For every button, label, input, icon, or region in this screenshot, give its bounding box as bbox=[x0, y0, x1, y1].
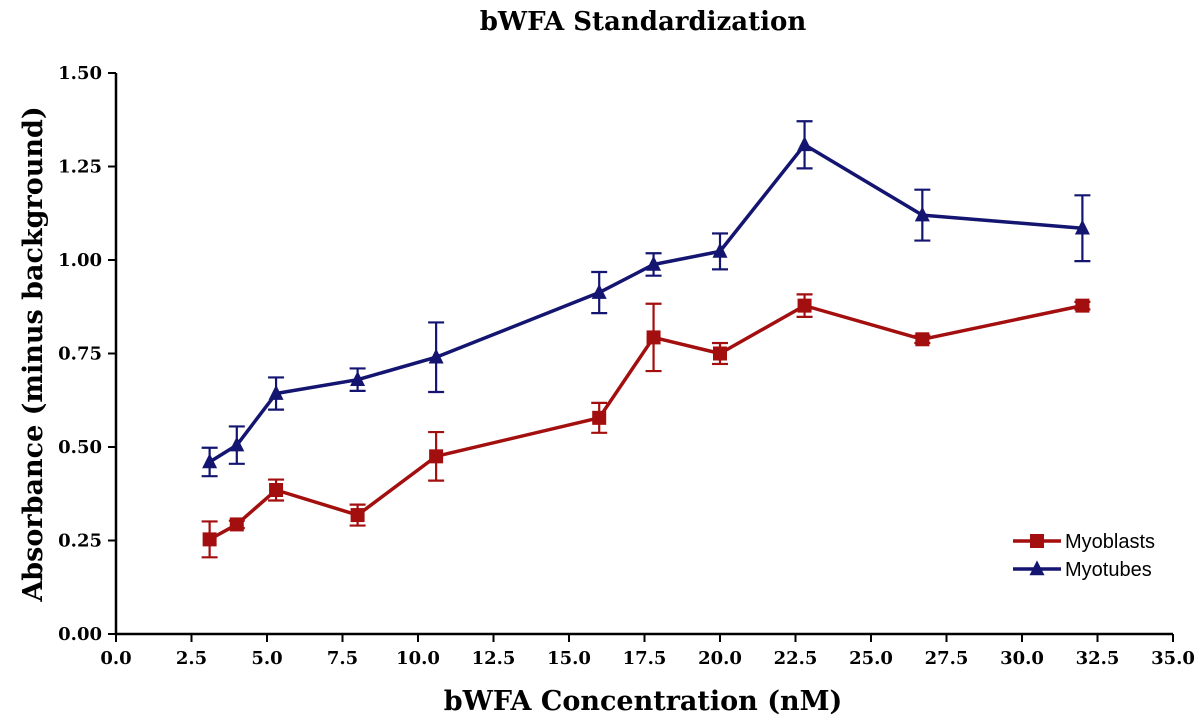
x-tick-label: 7.5 bbox=[327, 648, 358, 669]
data-point bbox=[268, 384, 284, 400]
data-point bbox=[646, 255, 662, 271]
data-point bbox=[646, 330, 661, 345]
y-axis-label: Absorbance (minus background) bbox=[18, 106, 49, 602]
x-axis-label: bWFA Concentration (nM) bbox=[444, 686, 843, 717]
series-line bbox=[208, 303, 1083, 541]
x-tick-label: 15.0 bbox=[547, 648, 591, 669]
data-point bbox=[428, 348, 444, 364]
data-point bbox=[1075, 298, 1090, 313]
data-point bbox=[591, 283, 607, 299]
x-tick-label: 5.0 bbox=[251, 648, 282, 669]
y-tick-label: 0.00 bbox=[58, 624, 102, 645]
legend: Myoblasts Myotubes bbox=[1013, 531, 1155, 581]
data-point bbox=[712, 242, 728, 258]
data-point bbox=[592, 410, 607, 425]
x-tick-label: 20.0 bbox=[698, 648, 742, 669]
x-tick-label: 25.0 bbox=[849, 648, 893, 669]
data-point bbox=[797, 298, 812, 313]
legend-label: Myoblasts bbox=[1065, 531, 1155, 553]
data-point bbox=[202, 453, 218, 469]
series-myotubes bbox=[201, 120, 1091, 478]
y-tick-label: 1.00 bbox=[58, 250, 102, 271]
data-point bbox=[915, 332, 930, 347]
y-tick-label: 1.50 bbox=[58, 63, 102, 84]
data-point bbox=[229, 517, 244, 532]
x-tick-label: 22.5 bbox=[774, 648, 818, 669]
y-tick-label: 0.50 bbox=[58, 437, 102, 458]
data-point bbox=[914, 206, 930, 222]
legend-label: Myotubes bbox=[1065, 559, 1152, 581]
data-point bbox=[429, 449, 444, 464]
data-point bbox=[797, 136, 813, 152]
legend-item: Myoblasts bbox=[1013, 531, 1155, 553]
x-tick-label: 12.5 bbox=[472, 648, 516, 669]
data-point bbox=[713, 346, 727, 361]
data-point bbox=[350, 508, 365, 523]
data-point bbox=[350, 371, 366, 386]
series-layer bbox=[201, 120, 1091, 559]
legend-marker bbox=[1030, 534, 1044, 548]
data-point bbox=[229, 436, 245, 452]
x-tick-label: 0.0 bbox=[100, 648, 131, 669]
x-tick-label: 30.0 bbox=[1000, 648, 1044, 669]
x-tick-label: 17.5 bbox=[623, 648, 667, 669]
x-tick-label: 35.0 bbox=[1151, 648, 1195, 669]
legend-marker bbox=[1029, 560, 1045, 576]
series-myoblasts bbox=[201, 293, 1091, 559]
x-tick-label: 27.5 bbox=[925, 648, 969, 669]
chart-title: bWFA Standardization bbox=[480, 7, 807, 37]
x-axis-ticks: 0.0 2.5 5.0 7.5 10.0 12.5 15.0 17.5 20.0 22.5 25.0… bbox=[100, 634, 1195, 669]
data-point bbox=[269, 483, 284, 498]
legend-item: Myotubes bbox=[1013, 559, 1152, 581]
y-tick-label: 0.25 bbox=[58, 531, 102, 552]
y-tick-label: 0.75 bbox=[58, 344, 102, 365]
x-tick-label: 10.0 bbox=[396, 648, 440, 669]
data-point bbox=[1074, 219, 1090, 235]
x-tick-label: 2.5 bbox=[176, 648, 207, 669]
y-axis-ticks: 0.00 0.25 0.50 0.75 1.00 1.25 1.50 bbox=[58, 63, 116, 645]
y-tick-label: 1.25 bbox=[58, 157, 102, 178]
data-point bbox=[202, 532, 217, 547]
x-tick-label: 32.5 bbox=[1076, 648, 1120, 669]
